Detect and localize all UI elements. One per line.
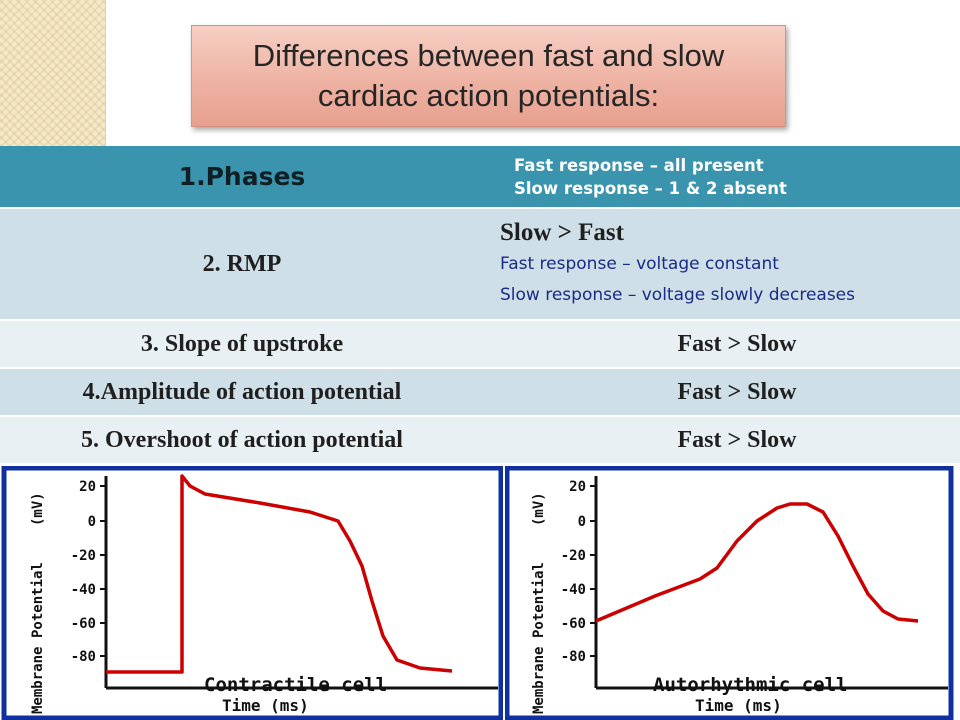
comparison-table: 1.Phases Fast response – all present Slo… — [0, 146, 960, 465]
y-tick-label: 20 — [79, 479, 96, 495]
overshoot-value: Fast > Slow — [484, 416, 960, 465]
slide-title: Differences between fast and slow cardia… — [253, 36, 725, 116]
y-tick-label: 20 — [569, 479, 586, 495]
table-row: 4.Amplitude of action potential Fast > S… — [0, 368, 960, 417]
rmp-slow-note: Slow response – voltage slowly decreases — [500, 285, 855, 305]
contractile-trace — [106, 474, 453, 674]
rmp-value: Slow > Fast — [500, 219, 624, 246]
phases-cell: Fast response – all present Slow respons… — [484, 146, 960, 209]
overshoot-label: 5. Overshoot of action potential — [0, 416, 484, 465]
y-axis-label-unit: (mV) — [30, 492, 46, 526]
y-tick-label: -60 — [561, 616, 586, 632]
contractile-cell-graph: Membrane Potential (mV) 20 0 -20 -40 -60… — [0, 466, 503, 720]
y-tick-label: 0 — [578, 514, 586, 530]
y-tick-label: -40 — [71, 582, 96, 598]
graph-frame — [505, 466, 954, 720]
title-line-2: cardiac action potentials: — [317, 78, 660, 113]
table-header-row: 1.Phases Fast response – all present Slo… — [0, 146, 960, 209]
y-axis-label-unit: (mV) — [531, 492, 547, 526]
graph-caption: Autorhythmic cell — [653, 674, 847, 696]
graph-caption: Contractile cell — [204, 674, 387, 696]
upstroke-value: Fast > Slow — [484, 320, 960, 369]
decorative-strip — [0, 0, 106, 146]
phases-label: 1.Phases — [0, 146, 484, 209]
x-axis-label: Time (ms) — [222, 696, 309, 715]
autorhythmic-trace — [595, 502, 919, 623]
rmp-cell: Slow > Fast Fast response – voltage cons… — [484, 208, 960, 321]
y-axis-label-membrane: Membrane — [30, 647, 46, 714]
y-tick-label: -20 — [71, 548, 96, 564]
rmp-fast-note: Fast response – voltage constant — [500, 254, 779, 274]
table-row: 5. Overshoot of action potential Fast > … — [0, 416, 960, 465]
y-tick-label: -20 — [561, 548, 586, 564]
table-row: 3. Slope of upstroke Fast > Slow — [0, 320, 960, 369]
upstroke-label: 3. Slope of upstroke — [0, 320, 484, 369]
graph-background — [505, 466, 960, 720]
y-axis-label-membrane: Membrane — [531, 647, 547, 714]
rmp-label: 2. RMP — [0, 208, 484, 321]
graph-frame — [1, 466, 503, 720]
y-tick-label: -40 — [561, 582, 586, 598]
y-tick-label: -80 — [71, 649, 96, 665]
title-line-1: Differences between fast and slow — [252, 38, 725, 73]
y-tick-label: -60 — [71, 616, 96, 632]
y-axis-label-potential: Potential — [531, 562, 547, 638]
phases-fast-note: Fast response – all present — [514, 155, 764, 175]
x-axis-label: Time (ms) — [695, 696, 782, 715]
table-row: 2. RMP Slow > Fast Fast response – volta… — [0, 208, 960, 321]
graph-background — [0, 466, 503, 720]
phases-slow-note: Slow response – 1 & 2 absent — [514, 178, 787, 198]
amplitude-label: 4.Amplitude of action potential — [0, 368, 484, 417]
y-tick-label: 0 — [88, 514, 96, 530]
title-box: Differences between fast and slow cardia… — [191, 25, 786, 127]
amplitude-value: Fast > Slow — [484, 368, 960, 417]
y-axis-label-potential: Potential — [30, 562, 46, 638]
y-tick-label: -80 — [561, 649, 586, 665]
autorhythmic-cell-graph: Membrane Potential (mV) 20 0 -20 -40 -60… — [505, 466, 960, 720]
